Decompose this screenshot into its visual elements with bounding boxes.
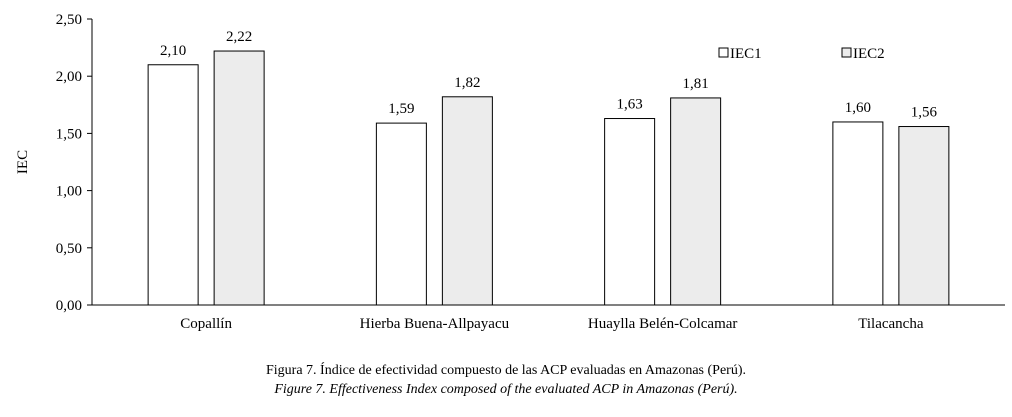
data-label: 1,60 <box>845 100 871 116</box>
bars: 2,10 2,22 1,59 1,82 1,63 1,81 1,60 1,56 <box>147 29 950 306</box>
y-tick-label: 1,50 <box>56 126 82 142</box>
y-tick-label: 0,50 <box>56 241 82 257</box>
data-label: 1,63 <box>617 97 643 113</box>
x-tick-label: Copallín <box>180 316 232 332</box>
figure-caption-english: Figure 7. Effectiveness Index composed o… <box>274 382 738 397</box>
bar-iec1 <box>832 121 884 306</box>
y-axis: 0,00 0,50 1,00 1,50 2,00 2,50 <box>56 12 93 314</box>
bar-iec2 <box>898 126 950 306</box>
y-tick-label: 2,50 <box>56 12 82 28</box>
y-axis-label: IEC <box>15 150 31 174</box>
data-label: 1,59 <box>388 101 414 117</box>
y-tick-label: 2,00 <box>56 69 82 85</box>
y-tick-label: 1,00 <box>56 184 82 200</box>
bar-iec2 <box>441 96 493 306</box>
bar-chart: 0,00 0,50 1,00 1,50 2,00 2,50 Copallín Hierba … <box>15 12 1005 332</box>
data-label: 2,22 <box>226 29 252 45</box>
figure-caption-spanish: Figura 7. Índice de efectividad compuest… <box>265 363 746 378</box>
bar-iec1 <box>604 118 656 306</box>
x-tick-label: Huaylla Belén-Colcamar <box>588 316 738 332</box>
data-label: 1,56 <box>911 105 938 121</box>
legend-swatch-iec1 <box>718 47 729 58</box>
x-tick-label: Tilacancha <box>858 316 924 332</box>
bar-iec1 <box>147 64 199 306</box>
legend-label-iec2: IEC2 <box>853 46 885 62</box>
bar-iec2 <box>670 97 722 306</box>
bar-iec2 <box>213 50 265 306</box>
bar-iec1 <box>375 122 427 306</box>
legend-label-iec1: IEC1 <box>730 46 762 62</box>
data-label: 2,10 <box>160 43 186 59</box>
legend: IEC1 IEC2 <box>718 46 885 62</box>
x-axis: Copallín Hierba Buena-Allpayacu Huaylla Be… <box>92 304 1005 332</box>
data-label: 1,81 <box>683 76 709 92</box>
x-tick-label: Hierba Buena-Allpayacu <box>360 316 510 332</box>
y-tick-label: 0,00 <box>56 298 82 314</box>
data-label: 1,82 <box>454 75 480 91</box>
legend-swatch-iec2 <box>841 47 852 58</box>
